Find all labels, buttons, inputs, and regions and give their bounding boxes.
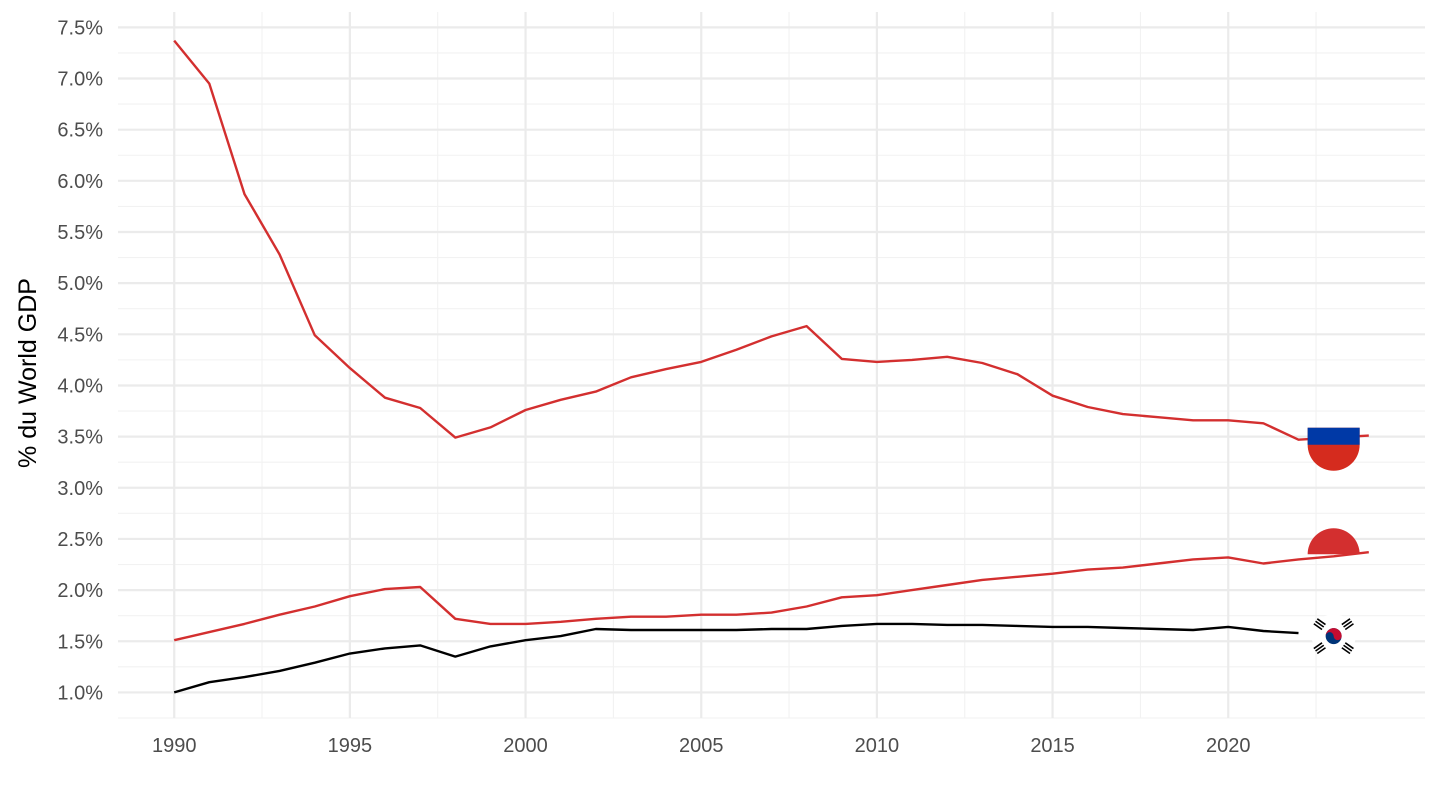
x-tick-label: 2005: [679, 735, 724, 757]
y-tick-label: 2.5%: [57, 529, 103, 551]
series-layer: [173, 39, 1369, 694]
x-tick-label: 2015: [1030, 735, 1075, 757]
y-tick-label: 5.5%: [57, 222, 103, 244]
y-axis-title: % du World GDP: [14, 278, 42, 468]
y-tick-label: 6.5%: [57, 120, 103, 142]
y-tick-label: 1.0%: [57, 682, 103, 704]
y-tick-label: 7.5%: [57, 17, 103, 39]
y-tick-label: 2.0%: [57, 580, 103, 602]
y-tick-label: 1.5%: [57, 631, 103, 653]
series-line-2: [173, 551, 1369, 642]
y-tick-label: 3.0%: [57, 478, 103, 500]
y-tick-label: 3.5%: [57, 427, 103, 449]
y-tick-label: 4.5%: [57, 324, 103, 346]
flag-layer: [1307, 427, 1360, 659]
y-tick-label: 7.0%: [57, 69, 103, 91]
y-tick-label: 4.0%: [57, 375, 103, 397]
x-axis-tick-labels: 1990 1995 2000 2005 2010 2015 2020: [152, 735, 1251, 757]
x-tick-label: 2000: [503, 735, 548, 757]
series-line-3: [173, 622, 1299, 694]
x-tick-label: 2010: [855, 735, 900, 757]
minor-gridlines: [118, 12, 1425, 719]
major-gridlines: [118, 12, 1425, 718]
x-tick-label: 1995: [328, 735, 373, 757]
series-line-1: [173, 39, 1369, 441]
x-tick-label: 1990: [152, 735, 197, 757]
y-tick-label: 5.0%: [57, 273, 103, 295]
south-korea-flag-icon: [1311, 614, 1356, 659]
x-tick-label: 2020: [1206, 735, 1251, 757]
y-axis-tick-labels: 1.0% 1.5% 2.0% 2.5% 3.0% 3.5% 4.0% 4.5% 5.0% 5.5%…: [57, 17, 103, 704]
y-tick-label: 6.0%: [57, 171, 103, 193]
russia-flag-icon: [1307, 427, 1360, 471]
japan-flag-icon: [1307, 528, 1360, 555]
